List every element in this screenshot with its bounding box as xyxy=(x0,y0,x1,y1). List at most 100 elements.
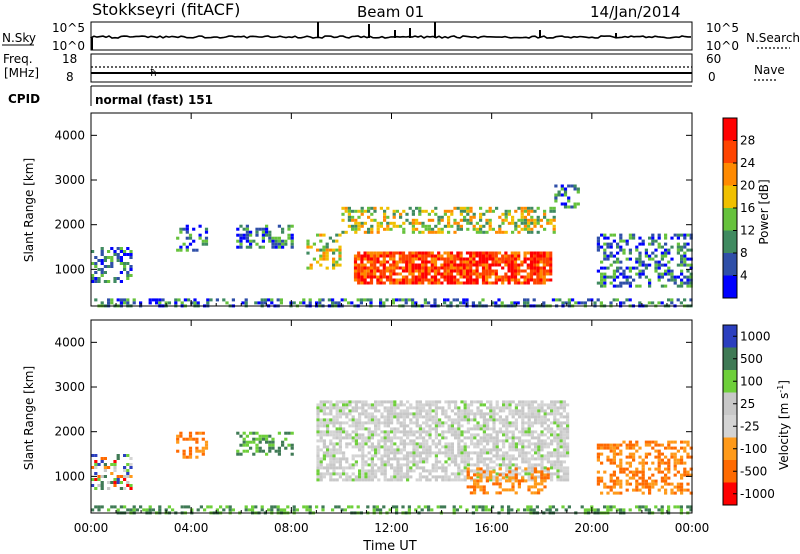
range-cell xyxy=(567,505,571,509)
range-cell xyxy=(498,473,502,477)
range-cell xyxy=(507,212,511,216)
range-cell xyxy=(113,505,117,509)
range-cell xyxy=(476,442,480,446)
range-cell xyxy=(424,275,428,279)
range-cell xyxy=(427,301,431,305)
range-cell xyxy=(332,415,336,419)
nsearch-tick-bottom: 10^0 xyxy=(706,39,739,53)
range-cell xyxy=(408,257,412,261)
range-cell xyxy=(393,451,397,455)
range-cell xyxy=(434,436,438,440)
range-cell xyxy=(443,505,447,509)
range-cell xyxy=(473,473,477,477)
range-cell xyxy=(546,218,550,222)
range-cell xyxy=(390,439,394,443)
range-cell xyxy=(562,478,566,482)
range-cell xyxy=(689,236,693,240)
range-cell xyxy=(407,505,411,509)
range-cell xyxy=(456,224,460,228)
range-cell xyxy=(523,257,527,261)
range-cell xyxy=(334,301,338,305)
range-cell xyxy=(363,275,367,279)
range-cell xyxy=(657,242,661,246)
range-cell xyxy=(382,263,386,267)
range-cell xyxy=(504,275,508,279)
range-cell xyxy=(335,433,339,437)
range-cell xyxy=(312,257,316,261)
nsky-line xyxy=(90,35,691,39)
range-cell xyxy=(495,476,499,480)
range-cell xyxy=(492,421,496,425)
range-cell xyxy=(245,245,249,249)
range-cell xyxy=(670,269,674,273)
range-cell xyxy=(319,421,323,425)
range-cell xyxy=(396,469,400,473)
range-cell xyxy=(335,436,339,440)
range-cell xyxy=(492,409,496,413)
range-cell xyxy=(556,451,560,455)
range-cell xyxy=(495,412,499,416)
range-cell xyxy=(471,505,475,509)
colorbar-swatch xyxy=(723,230,737,254)
range-cell xyxy=(536,221,540,225)
range-cell xyxy=(319,439,323,443)
range-cell xyxy=(239,236,243,240)
range-cell xyxy=(319,463,323,467)
range-cell xyxy=(409,451,413,455)
range-cell xyxy=(94,478,98,481)
range-cell xyxy=(473,412,477,416)
range-cell xyxy=(476,454,480,458)
range-cell xyxy=(543,418,547,422)
range-cell xyxy=(348,400,352,404)
range-cell xyxy=(530,466,534,470)
range-cell xyxy=(358,472,362,476)
range-cell xyxy=(454,457,458,461)
range-cell xyxy=(97,268,101,271)
range-cell xyxy=(447,424,451,428)
range-cell xyxy=(680,455,684,459)
range-cell xyxy=(370,472,374,476)
range-cell xyxy=(406,460,410,464)
range-cell xyxy=(363,269,367,273)
range-cell xyxy=(329,466,333,470)
range-cell xyxy=(600,443,604,447)
range-cell xyxy=(502,400,506,404)
range-cell xyxy=(600,260,604,264)
range-cell xyxy=(609,263,613,267)
range-cell xyxy=(654,449,658,453)
range-cell xyxy=(192,437,196,441)
range-cell xyxy=(543,415,547,419)
range-cell xyxy=(609,254,613,258)
range-cell xyxy=(457,439,461,443)
range-cell xyxy=(100,247,104,250)
range-cell xyxy=(431,415,435,419)
range-cell xyxy=(370,412,374,416)
range-cell xyxy=(492,406,496,410)
range-cell xyxy=(593,508,597,512)
range-cell xyxy=(350,505,354,509)
range-cell xyxy=(348,412,352,416)
range-cell xyxy=(500,508,504,512)
range-cell xyxy=(492,454,496,458)
range-cell xyxy=(290,431,294,435)
range-cell xyxy=(566,448,570,452)
range-cell xyxy=(680,254,684,258)
range-cell xyxy=(385,278,390,282)
range-cell xyxy=(399,463,403,467)
range-cell xyxy=(609,485,613,489)
range-cell xyxy=(348,466,352,470)
range-cell xyxy=(379,275,383,279)
range-cell xyxy=(510,269,514,273)
range-cell xyxy=(94,298,98,302)
range-cell xyxy=(559,415,563,419)
range-cell xyxy=(357,281,361,285)
range-cell xyxy=(415,403,419,407)
range-cell xyxy=(504,263,508,267)
range-cell xyxy=(94,454,98,457)
range-cell xyxy=(167,301,171,305)
range-cell xyxy=(628,446,632,450)
range-cell xyxy=(510,257,514,261)
range-cell xyxy=(433,254,438,258)
range-cell xyxy=(396,412,400,416)
range-cell xyxy=(261,236,265,240)
